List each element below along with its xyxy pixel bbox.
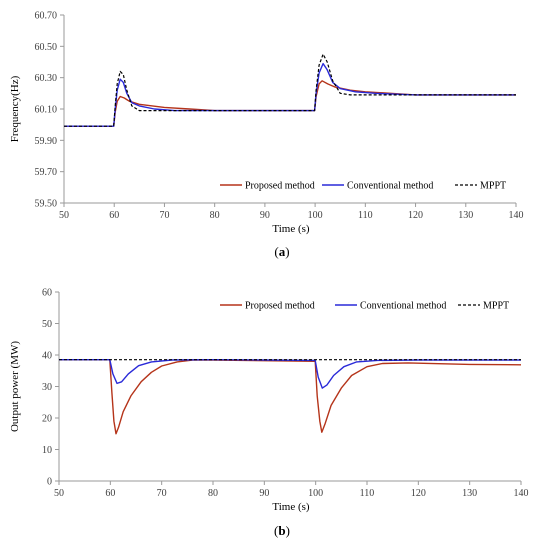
x-tick-label: 70: [159, 210, 169, 221]
x-tick-label: 70: [157, 488, 167, 499]
y-tick-label: 59.90: [35, 136, 58, 147]
panel-b-output-power-chart: 0 10 20 30 40 50 60 50 60 70 80 90 100 110 120 130 140 Ti…: [9, 288, 529, 539]
y-tick-label: 60: [42, 288, 52, 299]
legend-label: MPPT: [480, 181, 506, 192]
y-tick-label: 59.50: [35, 199, 58, 210]
x-tick-label: 80: [210, 210, 220, 221]
panel-label: (b): [274, 523, 290, 538]
x-tick-label: 50: [59, 210, 69, 221]
y-tick-label: 0: [47, 477, 52, 488]
x-tick-label: 130: [458, 210, 473, 221]
y-tick-label: 50: [42, 319, 52, 330]
x-tick-label: 60: [109, 210, 119, 221]
x-tick-label: 90: [259, 488, 269, 499]
x-tick-label: 110: [360, 488, 375, 499]
x-tick-label: 80: [208, 488, 218, 499]
y-tick-label: 60.30: [35, 73, 58, 84]
x-tick-label: 130: [462, 488, 477, 499]
x-tick-label: 140: [509, 210, 524, 221]
x-tick-label: 140: [514, 488, 529, 499]
y-tick-label: 20: [42, 414, 52, 425]
y-tick-label: 60.50: [35, 42, 58, 53]
y-tick-label: 59.70: [35, 167, 58, 178]
series-line-proposed-method: [59, 359, 522, 435]
legend-label: Proposed method: [245, 181, 315, 192]
series-line-mppt: [64, 53, 516, 127]
series-line-conventional-method: [64, 62, 516, 127]
legend-label: Proposed method: [245, 301, 315, 312]
panel-a-frequency-chart: 59.50 59.70 59.90 60.10 60.30 60.50 60.70 50 60 7…: [9, 11, 524, 260]
x-tick-label: 110: [358, 210, 373, 221]
y-tick-label: 10: [42, 445, 52, 456]
x-tick-label: 60: [105, 488, 115, 499]
x-axis-title: Time (s): [272, 223, 310, 235]
x-tick-label: 100: [308, 210, 323, 221]
x-tick-label: 120: [411, 488, 426, 499]
x-tick-label: 50: [54, 488, 64, 499]
y-tick-label: 40: [42, 351, 52, 362]
legend-label: MPPT: [483, 301, 509, 312]
y-axis-title: Frequency(Hz): [9, 75, 21, 142]
series-line-proposed-method: [64, 80, 516, 127]
y-axis-title: Output power (MW): [9, 341, 21, 432]
legend-label: Conventional method: [360, 301, 446, 312]
x-tick-label: 100: [308, 488, 323, 499]
legend-label: Conventional method: [347, 181, 433, 192]
y-tick-label: 60.70: [35, 11, 58, 22]
panel-label: (a): [274, 244, 289, 259]
x-tick-label: 90: [260, 210, 270, 221]
x-axis-title: Time (s): [272, 501, 310, 513]
x-tick-label: 120: [408, 210, 423, 221]
y-tick-label: 30: [42, 382, 52, 393]
y-tick-label: 60.10: [35, 105, 58, 116]
